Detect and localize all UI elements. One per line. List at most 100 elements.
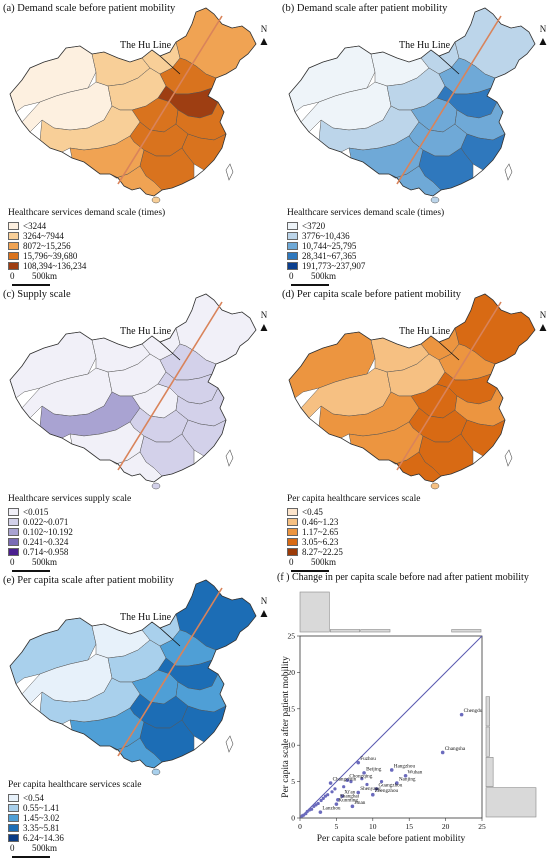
- legend-label: 0.102~10.192: [23, 526, 73, 537]
- taiwan-island: [225, 449, 234, 467]
- data-point-label: Lanzhou: [322, 806, 341, 812]
- legend-swatch: [287, 262, 298, 270]
- data-point-label: Wuhan: [408, 769, 423, 775]
- map-legend: Healthcare services demand scale (times)…: [8, 208, 165, 271]
- hu-line: [396, 301, 502, 471]
- taiwan-island: [504, 163, 513, 181]
- scale-distance: 500km: [32, 557, 58, 567]
- north-label: N: [260, 596, 268, 606]
- y-histogram-bar: [485, 787, 537, 818]
- legend-title: Per capita healthcare services scale: [287, 494, 421, 504]
- scale-distance: 500km: [311, 271, 337, 281]
- data-point: [328, 781, 333, 785]
- data-point: [403, 773, 408, 778]
- legend-label: <0.54: [23, 792, 44, 803]
- china-outline: [288, 293, 536, 483]
- legend-label: 3.35~5.81: [23, 822, 60, 833]
- x-histogram-bar: [451, 629, 482, 633]
- hu-line: [117, 15, 223, 185]
- data-point: [365, 782, 369, 787]
- north-arrow-icon: N ▲: [537, 310, 549, 334]
- hu-line-pointer: [159, 341, 181, 361]
- plot-frame: [299, 635, 483, 819]
- legend-label: 3776~10,436: [302, 230, 350, 241]
- map-legend: Per capita healthcare services scale <0.5…: [8, 780, 141, 843]
- scale-line: [291, 284, 329, 286]
- legend-item: 0.46~1.23: [287, 517, 420, 527]
- china-map: [288, 7, 536, 204]
- legend-swatch: [287, 222, 298, 230]
- legend-label: 3.05~6.23: [302, 536, 339, 547]
- legend-label: 3264~7944: [23, 230, 64, 241]
- panel-title: (c) Supply scale: [3, 289, 71, 300]
- scatter-chart: 0 5 10 15 20 25 0 5 10 15 20 25 Per capita scale bef…: [280, 591, 537, 844]
- panel-f: (f ) Change in per capita scale before n…: [277, 572, 550, 864]
- legend-item: <0.015: [8, 507, 131, 517]
- legend-label: 0.55~1.41: [23, 802, 60, 813]
- data-point: [340, 794, 345, 798]
- legend-swatch: [287, 548, 298, 556]
- data-point: [336, 798, 340, 802]
- legend-label: 0.46~1.23: [302, 516, 339, 527]
- y-tick-label: 5: [291, 777, 295, 786]
- map-panel-d: (d) Per capita scale before patient mobi…: [279, 286, 550, 572]
- x-tick-label: 15: [405, 822, 413, 831]
- hu-line-label: The Hu Line: [120, 326, 172, 337]
- data-point-label: Zhengzhou: [375, 788, 399, 794]
- data-point: [342, 785, 346, 789]
- map-legend: Healthcare services supply scale <0.015 0.…: [8, 494, 131, 557]
- legend-item: <3244: [8, 221, 165, 231]
- legend-item: <3720: [287, 221, 444, 231]
- data-point-label: Beijing: [366, 766, 382, 772]
- data-point-label: Changchun: [333, 777, 357, 783]
- data-point: [310, 807, 314, 811]
- x-tick-label: 25: [478, 822, 486, 831]
- data-point: [349, 780, 353, 784]
- legend-label: 0.241~0.324: [23, 536, 69, 547]
- legend-item: 0.714~0.958: [8, 547, 131, 557]
- hu-line: [396, 15, 502, 185]
- data-point: [334, 802, 339, 806]
- legend-item: 28,341~67,365: [287, 251, 444, 261]
- legend-label: <0.45: [302, 506, 323, 517]
- china-outline: [9, 579, 257, 769]
- scale-zero: 0: [10, 843, 15, 853]
- legend-item: 191,773~237,907: [287, 261, 444, 271]
- data-point-label: Fuzhou: [360, 756, 376, 762]
- panel-f-title: (f ) Change in per capita scale before n…: [277, 572, 529, 583]
- hu-line: [117, 587, 223, 757]
- data-point: [350, 804, 355, 809]
- data-point: [356, 760, 361, 765]
- north-label: N: [260, 24, 268, 34]
- legend-item: 0.55~1.41: [8, 803, 141, 813]
- legend-swatch: [8, 242, 19, 250]
- north-arrow-icon: N ▲: [537, 24, 549, 48]
- legend-swatch: [287, 518, 298, 526]
- hainan-island: [151, 768, 161, 776]
- data-point: [321, 796, 325, 800]
- legend-swatch: [8, 548, 19, 556]
- y-histogram-bar: [485, 757, 494, 787]
- legend-swatch: [8, 538, 19, 546]
- north-arrow-icon: N ▲: [258, 24, 270, 48]
- legend-swatch: [8, 528, 19, 536]
- legend-item: 0.102~10.192: [8, 527, 131, 537]
- scale-line: [12, 284, 50, 286]
- legend-item: 15,796~39,680: [8, 251, 165, 261]
- legend-label: 8072~15,256: [23, 240, 71, 251]
- legend-item: 0.241~0.324: [8, 537, 131, 547]
- data-point: [371, 792, 375, 797]
- x-tick-label: 20: [442, 822, 450, 831]
- data-point-label: Chengdu: [464, 708, 483, 714]
- china-outline: [288, 7, 536, 197]
- legend-item: 3264~7944: [8, 231, 165, 241]
- china-map: [288, 293, 536, 490]
- legend-item: 0.022~0.071: [8, 517, 131, 527]
- data-point: [440, 750, 445, 755]
- legend-swatch: [8, 834, 19, 842]
- legend-label: <0.015: [23, 506, 49, 517]
- legend-label: 6.24~14.36: [23, 832, 64, 843]
- data-point: [345, 778, 350, 782]
- legend-item: 3776~10,436: [287, 231, 444, 241]
- map-panel-a: (a) Demand scale before patient mobility…: [0, 0, 271, 286]
